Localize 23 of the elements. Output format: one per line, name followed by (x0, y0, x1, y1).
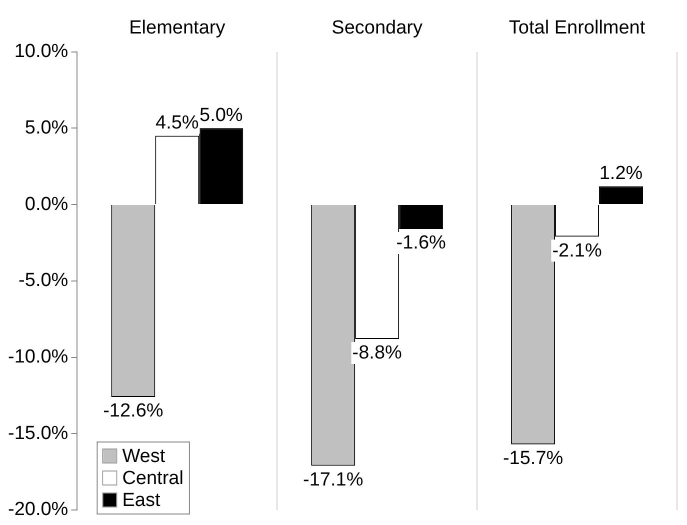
y-tick-label: 10.0% (14, 41, 68, 62)
data-label: -2.1% (552, 240, 602, 262)
legend-label: East (122, 490, 161, 512)
y-tick-label: -5.0% (18, 270, 68, 292)
x-tick-label: Total Enrollment (508, 18, 646, 39)
data-label: -17.1% (303, 469, 364, 490)
x-tick-label: Elementary (129, 18, 226, 39)
data-label: -12.6% (103, 400, 164, 422)
legend-label: Central (122, 468, 184, 490)
data-label: -1.6% (396, 232, 446, 254)
x-tick-label: Secondary (332, 18, 424, 39)
data-label: -15.7% (502, 448, 564, 470)
y-tick-label: 5.0% (24, 117, 68, 138)
y-tick-label: -10.0% (8, 346, 68, 368)
legend-label: West (122, 446, 166, 468)
y-tick-label: 0.0% (24, 194, 68, 215)
data-label: -8.8% (352, 342, 402, 364)
y-tick-label: -15.0% (8, 422, 68, 444)
data-label: 5.0% (199, 104, 243, 126)
y-tick-label: -20.0% (8, 499, 68, 520)
data-label: 4.5% (156, 112, 199, 134)
data-label: 1.2% (599, 162, 643, 184)
bar (599, 186, 644, 204)
